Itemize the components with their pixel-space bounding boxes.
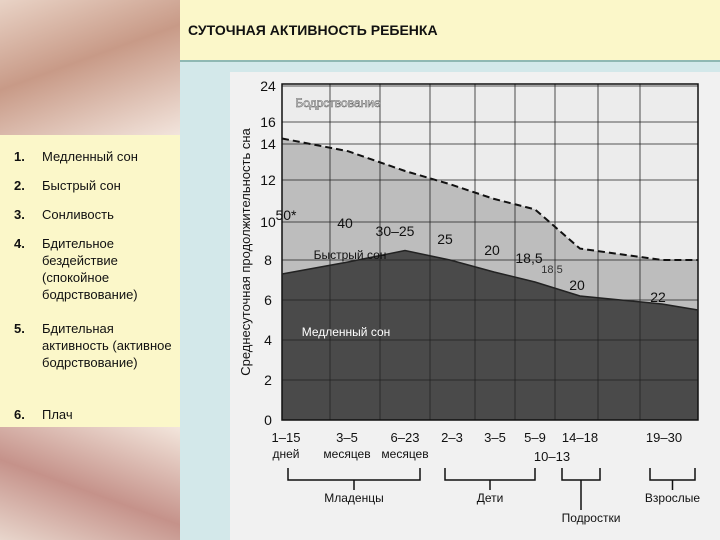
- age-group-label: Взрослые: [645, 491, 700, 505]
- chart-grid: [281, 83, 699, 421]
- age-group-label: Подростки: [562, 511, 621, 525]
- y-tick-label: 14: [260, 136, 276, 152]
- slow-sleep-area: [282, 250, 698, 420]
- y-tick-label: 24: [260, 78, 276, 94]
- y-tick-label: 8: [264, 252, 272, 268]
- x-tick-sublabel: дней: [272, 447, 299, 461]
- y-tick-label: 6: [264, 292, 272, 308]
- wake-label: Бодрствование: [295, 96, 381, 110]
- y-axis-label: Среднесуточная продолжительность сна: [238, 127, 253, 375]
- sleep-chart-figure: 0 2 4 6 8 10 12 14 16 24 Среднесуточная продолжите…: [230, 72, 720, 540]
- title-bar: СУТОЧНАЯ АКТИВНОСТЬ РЕБЕНКА: [180, 0, 720, 62]
- x-tick-label: 19–30: [646, 430, 682, 445]
- y-tick-label: 10: [260, 214, 276, 230]
- list-item-text: Бдительное бездействие (спокойное бодрст…: [42, 236, 138, 302]
- x-tick-label: 6–23: [391, 430, 420, 445]
- list-item-number: 6.: [14, 407, 25, 422]
- rem-percent-label: 18,5: [515, 250, 542, 266]
- x-tick-label: 5–9: [524, 430, 546, 445]
- left-panel: 1. Медленный сон 2. Быстрый сон 3. Сонли…: [0, 0, 180, 540]
- age-group-bracket: [287, 468, 421, 481]
- rem-percent-label: 50*: [275, 207, 297, 223]
- list-item-number: 4.: [14, 236, 25, 251]
- y-tick-label: 0: [264, 412, 272, 428]
- age-group-label: Младенцы: [324, 491, 383, 505]
- x-tick-label: 3–5: [484, 430, 506, 445]
- chart-areas: [282, 84, 698, 420]
- list-item-text: Медленный сон: [42, 149, 138, 164]
- slow-label: Медленный сон: [302, 325, 391, 339]
- age-group-bracket: [444, 468, 536, 481]
- baby-photo-top: [0, 0, 180, 135]
- age-group-bracket: [561, 468, 601, 481]
- crying-baby-photo: [0, 427, 180, 540]
- list-item-number: 1.: [14, 149, 25, 164]
- x-tick-sublabel: месяцев: [323, 447, 370, 461]
- x-tick-label-extra: 10–13: [534, 449, 570, 464]
- list-item-number: 3.: [14, 207, 25, 222]
- x-tick-label: 2–3: [441, 430, 463, 445]
- total-sleep-line: [281, 137, 698, 261]
- plot-frame: [281, 83, 699, 421]
- rem-percent-label: 20: [569, 277, 585, 293]
- slide-title: СУТОЧНАЯ АКТИВНОСТЬ РЕБЕНКА: [188, 22, 438, 38]
- age-group-label: Дети: [477, 491, 504, 505]
- rem-label: Быстрый сон: [314, 248, 387, 262]
- rem-percent-label: 25: [437, 231, 453, 247]
- age-group-bracket: [649, 468, 696, 481]
- y-tick-label: 12: [260, 172, 276, 188]
- x-tick-sublabel: месяцев: [381, 447, 428, 461]
- rem-percent-label: 20: [484, 242, 500, 258]
- rem-percent-label: 30–25: [376, 223, 415, 239]
- x-tick-label: 14–18: [562, 430, 598, 445]
- chart-marks: [281, 137, 699, 510]
- list-item-text: Сонливость: [42, 207, 114, 222]
- rem-percent-label: 18,5: [541, 264, 562, 276]
- list-item-text: Бдительная активность (активное бодрство…: [42, 321, 172, 370]
- rem-sleep-area: [282, 138, 698, 310]
- y-tick-label: 2: [264, 372, 272, 388]
- x-tick-label: 1–15: [272, 430, 301, 445]
- rem-percent-label: 40: [337, 215, 353, 231]
- y-tick-label: 16: [260, 114, 276, 130]
- y-tick-label: 4: [264, 332, 272, 348]
- slow-sleep-line: [281, 249, 699, 311]
- x-tick-label: 3–5: [336, 430, 358, 445]
- rem-percent-label: 22: [650, 289, 666, 305]
- list-item-number: 2.: [14, 178, 25, 193]
- list-item-number: 5.: [14, 321, 25, 336]
- list-item-text: Быстрый сон: [42, 178, 121, 193]
- list-item-text: Плач: [42, 407, 73, 422]
